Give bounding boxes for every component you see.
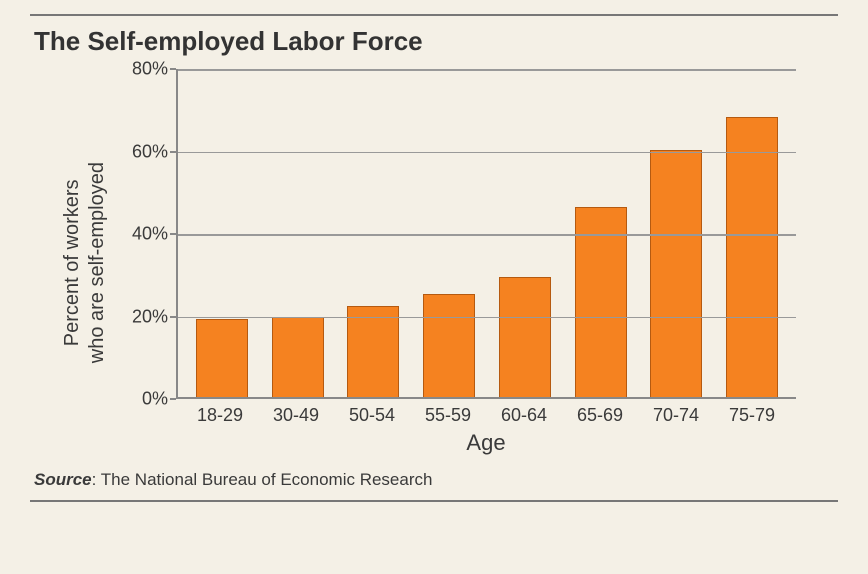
source-line: Source: The National Bureau of Economic … [34, 470, 838, 490]
x-axis-label: Age [176, 430, 796, 456]
gridline [178, 317, 796, 319]
bar [272, 317, 324, 397]
x-ticks: 18-29 30-49 50-54 55-59 60-64 65-69 70-74 75-79 [176, 405, 796, 426]
plot-area [176, 69, 796, 399]
bottom-rule [30, 500, 838, 502]
x-tick-label: 30-49 [270, 405, 322, 426]
x-tick-label: 18-29 [194, 405, 246, 426]
source-label: Source [34, 470, 92, 489]
bars-container [178, 69, 796, 397]
x-tick-label: 50-54 [346, 405, 398, 426]
x-tick-label: 70-74 [650, 405, 702, 426]
gridline [178, 234, 796, 236]
chart-title: The Self-employed Labor Force [34, 26, 838, 57]
plot-column: 0%20%40%60%80% 18-2930-4950-5455-5960-64… [116, 69, 796, 456]
y-tick-label: 20% [132, 306, 168, 327]
x-tick-label: 65-69 [574, 405, 626, 426]
y-axis-label: Percent of workers who are self-employed [60, 162, 110, 363]
y-tick-label: 40% [132, 224, 168, 245]
gridline [178, 69, 796, 71]
y-tick-label: 80% [132, 59, 168, 80]
bar [423, 294, 475, 397]
bar [499, 277, 551, 397]
y-ticks: 0%20%40%60%80% [116, 69, 176, 399]
y-tick-label: 60% [132, 141, 168, 162]
y-tick-label: 0% [142, 389, 168, 410]
bar [347, 306, 399, 397]
bar [196, 319, 248, 397]
x-tick-label: 55-59 [422, 405, 474, 426]
source-text: The National Bureau of Economic Research [101, 470, 433, 489]
chart-wrap: Percent of workers who are self-employed… [60, 69, 838, 456]
bar [726, 117, 778, 398]
x-tick-label: 60-64 [498, 405, 550, 426]
plot-row: 0%20%40%60%80% [116, 69, 796, 399]
source-colon: : [92, 470, 101, 489]
top-rule [30, 14, 838, 16]
x-tick-label: 75-79 [726, 405, 778, 426]
gridline [178, 152, 796, 154]
bar [575, 207, 627, 397]
bar [650, 150, 702, 398]
chart-frame: The Self-employed Labor Force Percent of… [0, 0, 868, 574]
